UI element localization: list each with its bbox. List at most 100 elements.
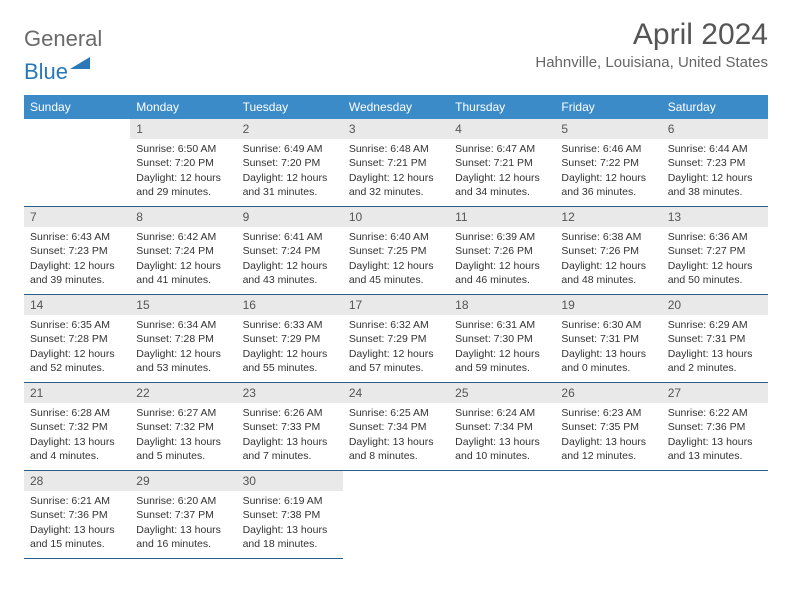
day-number: 17 xyxy=(343,295,449,315)
daylight-text: Daylight: 13 hours and 16 minutes. xyxy=(136,523,230,551)
week-row: .1Sunrise: 6:50 AMSunset: 7:20 PMDayligh… xyxy=(24,119,768,207)
sunrise-text: Sunrise: 6:23 AM xyxy=(561,406,655,420)
sunrise-text: Sunrise: 6:25 AM xyxy=(349,406,443,420)
sunrise-text: Sunrise: 6:39 AM xyxy=(455,230,549,244)
sunrise-text: Sunrise: 6:27 AM xyxy=(136,406,230,420)
daylight-text: Daylight: 13 hours and 2 minutes. xyxy=(668,347,762,375)
day-number: 12 xyxy=(555,207,661,227)
daylight-text: Daylight: 12 hours and 36 minutes. xyxy=(561,171,655,199)
day-number: 26 xyxy=(555,383,661,403)
daylight-text: Daylight: 13 hours and 18 minutes. xyxy=(243,523,337,551)
daylight-text: Daylight: 12 hours and 34 minutes. xyxy=(455,171,549,199)
sunrise-text: Sunrise: 6:46 AM xyxy=(561,142,655,156)
day-cell: . xyxy=(343,471,449,559)
day-cell: 13Sunrise: 6:36 AMSunset: 7:27 PMDayligh… xyxy=(662,207,768,295)
day-cell: 4Sunrise: 6:47 AMSunset: 7:21 PMDaylight… xyxy=(449,119,555,207)
daylight-text: Daylight: 13 hours and 12 minutes. xyxy=(561,435,655,463)
week-row: 7Sunrise: 6:43 AMSunset: 7:23 PMDaylight… xyxy=(24,207,768,295)
daylight-text: Daylight: 12 hours and 50 minutes. xyxy=(668,259,762,287)
day-info: Sunrise: 6:34 AMSunset: 7:28 PMDaylight:… xyxy=(130,315,236,381)
day-info: Sunrise: 6:30 AMSunset: 7:31 PMDaylight:… xyxy=(555,315,661,381)
day-info: Sunrise: 6:47 AMSunset: 7:21 PMDaylight:… xyxy=(449,139,555,205)
day-cell: 9Sunrise: 6:41 AMSunset: 7:24 PMDaylight… xyxy=(237,207,343,295)
day-info: Sunrise: 6:44 AMSunset: 7:23 PMDaylight:… xyxy=(662,139,768,205)
daylight-text: Daylight: 12 hours and 38 minutes. xyxy=(668,171,762,199)
sunrise-text: Sunrise: 6:47 AM xyxy=(455,142,549,156)
day-info: Sunrise: 6:21 AMSunset: 7:36 PMDaylight:… xyxy=(24,491,130,557)
day-info: Sunrise: 6:48 AMSunset: 7:21 PMDaylight:… xyxy=(343,139,449,205)
day-cell: 26Sunrise: 6:23 AMSunset: 7:35 PMDayligh… xyxy=(555,383,661,471)
day-cell: 27Sunrise: 6:22 AMSunset: 7:36 PMDayligh… xyxy=(662,383,768,471)
sunrise-text: Sunrise: 6:21 AM xyxy=(30,494,124,508)
day-number: 23 xyxy=(237,383,343,403)
daylight-text: Daylight: 12 hours and 29 minutes. xyxy=(136,171,230,199)
day-number: 14 xyxy=(24,295,130,315)
daylight-text: Daylight: 12 hours and 55 minutes. xyxy=(243,347,337,375)
day-info: Sunrise: 6:36 AMSunset: 7:27 PMDaylight:… xyxy=(662,227,768,293)
day-number: 21 xyxy=(24,383,130,403)
title-block: April 2024 Hahnville, Louisiana, United … xyxy=(535,18,768,71)
daylight-text: Daylight: 12 hours and 59 minutes. xyxy=(455,347,549,375)
sunset-text: Sunset: 7:27 PM xyxy=(668,244,762,258)
day-number: 18 xyxy=(449,295,555,315)
sunrise-text: Sunrise: 6:43 AM xyxy=(30,230,124,244)
day-info: Sunrise: 6:29 AMSunset: 7:31 PMDaylight:… xyxy=(662,315,768,381)
day-cell: 2Sunrise: 6:49 AMSunset: 7:20 PMDaylight… xyxy=(237,119,343,207)
day-cell: . xyxy=(24,119,130,207)
day-number: 24 xyxy=(343,383,449,403)
day-info: Sunrise: 6:25 AMSunset: 7:34 PMDaylight:… xyxy=(343,403,449,469)
sunrise-text: Sunrise: 6:35 AM xyxy=(30,318,124,332)
sunrise-text: Sunrise: 6:42 AM xyxy=(136,230,230,244)
sunset-text: Sunset: 7:38 PM xyxy=(243,508,337,522)
sunset-text: Sunset: 7:21 PM xyxy=(349,156,443,170)
daylight-text: Daylight: 13 hours and 4 minutes. xyxy=(30,435,124,463)
day-number: 2 xyxy=(237,119,343,139)
weekday-label: Thursday xyxy=(449,95,555,119)
day-number: 30 xyxy=(237,471,343,491)
day-info: Sunrise: 6:26 AMSunset: 7:33 PMDaylight:… xyxy=(237,403,343,469)
weeks-container: .1Sunrise: 6:50 AMSunset: 7:20 PMDayligh… xyxy=(24,119,768,559)
sunset-text: Sunset: 7:32 PM xyxy=(30,420,124,434)
sunrise-text: Sunrise: 6:49 AM xyxy=(243,142,337,156)
sunset-text: Sunset: 7:31 PM xyxy=(561,332,655,346)
sunset-text: Sunset: 7:23 PM xyxy=(30,244,124,258)
sunset-text: Sunset: 7:32 PM xyxy=(136,420,230,434)
day-cell: 22Sunrise: 6:27 AMSunset: 7:32 PMDayligh… xyxy=(130,383,236,471)
sunrise-text: Sunrise: 6:36 AM xyxy=(668,230,762,244)
day-number: 8 xyxy=(130,207,236,227)
daylight-text: Daylight: 12 hours and 45 minutes. xyxy=(349,259,443,287)
sunrise-text: Sunrise: 6:28 AM xyxy=(30,406,124,420)
daylight-text: Daylight: 12 hours and 39 minutes. xyxy=(30,259,124,287)
day-cell: 30Sunrise: 6:19 AMSunset: 7:38 PMDayligh… xyxy=(237,471,343,559)
sunrise-text: Sunrise: 6:41 AM xyxy=(243,230,337,244)
sunset-text: Sunset: 7:37 PM xyxy=(136,508,230,522)
day-info: Sunrise: 6:35 AMSunset: 7:28 PMDaylight:… xyxy=(24,315,130,381)
day-cell: 21 Sunrise: 6:28 AMSunset: 7:32 PMDayligh… xyxy=(24,383,130,471)
day-info: Sunrise: 6:46 AMSunset: 7:22 PMDaylight:… xyxy=(555,139,661,205)
logo: General xyxy=(24,18,102,52)
sunset-text: Sunset: 7:31 PM xyxy=(668,332,762,346)
day-info: Sunrise: 6:20 AMSunset: 7:37 PMDaylight:… xyxy=(130,491,236,557)
day-info: Sunrise: 6:24 AMSunset: 7:34 PMDaylight:… xyxy=(449,403,555,469)
day-cell: 5Sunrise: 6:46 AMSunset: 7:22 PMDaylight… xyxy=(555,119,661,207)
sunrise-text: Sunrise: 6:34 AM xyxy=(136,318,230,332)
weekday-label: Tuesday xyxy=(237,95,343,119)
weekday-label: Saturday xyxy=(662,95,768,119)
day-number: 9 xyxy=(237,207,343,227)
sunset-text: Sunset: 7:23 PM xyxy=(668,156,762,170)
sunrise-text: Sunrise: 6:26 AM xyxy=(243,406,337,420)
daylight-text: Daylight: 12 hours and 53 minutes. xyxy=(136,347,230,375)
day-number: 5 xyxy=(555,119,661,139)
daylight-text: Daylight: 13 hours and 5 minutes. xyxy=(136,435,230,463)
day-cell: 29Sunrise: 6:20 AMSunset: 7:37 PMDayligh… xyxy=(130,471,236,559)
day-info: Sunrise: 6:40 AMSunset: 7:25 PMDaylight:… xyxy=(343,227,449,293)
day-cell: 10Sunrise: 6:40 AMSunset: 7:25 PMDayligh… xyxy=(343,207,449,295)
daylight-text: Daylight: 13 hours and 8 minutes. xyxy=(349,435,443,463)
calendar: Sunday Monday Tuesday Wednesday Thursday… xyxy=(24,95,768,559)
daylight-text: Daylight: 12 hours and 31 minutes. xyxy=(243,171,337,199)
daylight-text: Daylight: 12 hours and 57 minutes. xyxy=(349,347,443,375)
day-cell: 11Sunrise: 6:39 AMSunset: 7:26 PMDayligh… xyxy=(449,207,555,295)
daylight-text: Daylight: 12 hours and 52 minutes. xyxy=(30,347,124,375)
day-number: 7 xyxy=(24,207,130,227)
daylight-text: Daylight: 12 hours and 48 minutes. xyxy=(561,259,655,287)
